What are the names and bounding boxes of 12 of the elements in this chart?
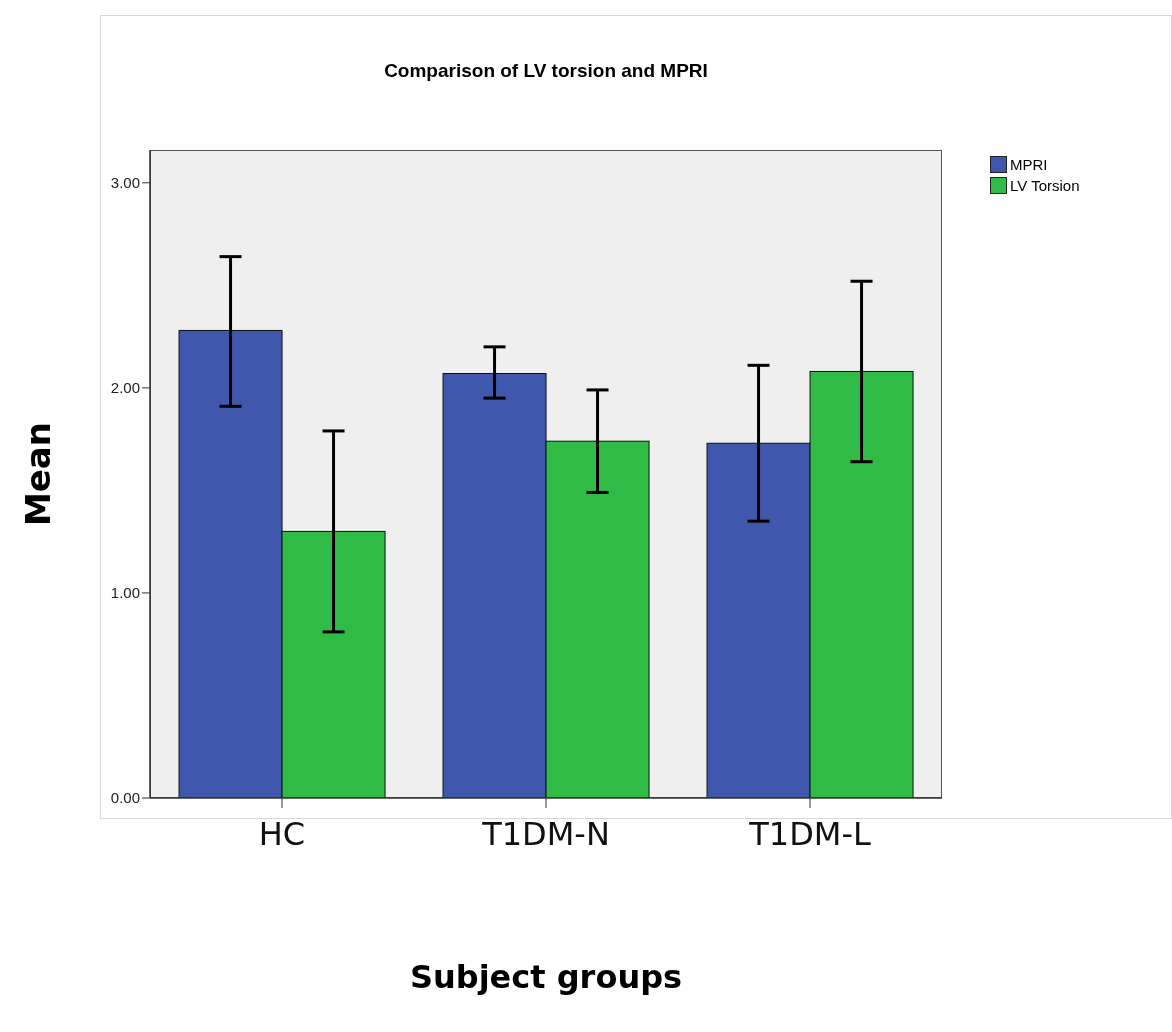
y-tick-label: 1.00 [110, 584, 140, 602]
legend-label: LV Torsion [1010, 177, 1080, 194]
y-axis-title: Mean [18, 421, 58, 527]
x-tick-label: HC [258, 814, 306, 853]
chart-title: Comparison of LV torsion and MPRI [383, 60, 709, 82]
x-axis-title: Subject groups [408, 958, 684, 996]
legend-label: MPRI [1010, 156, 1048, 173]
x-tick-label: T1DM-N [481, 814, 610, 853]
y-tick-label: 3.00 [110, 174, 140, 192]
x-tick-label: T1DM-L [748, 814, 871, 853]
y-tick-label: 2.00 [110, 379, 140, 397]
y-tick-label: 0.00 [110, 789, 140, 807]
